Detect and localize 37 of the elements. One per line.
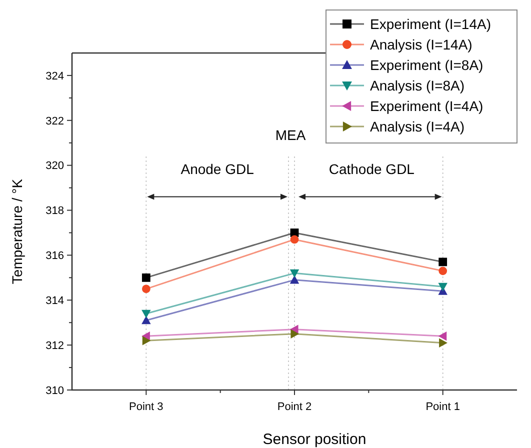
x-tick-label: Point 3: [129, 401, 164, 413]
point: [290, 324, 298, 334]
x-tick-label: Point 1: [426, 401, 460, 413]
y-tick-label: 320: [46, 160, 64, 172]
point: [290, 275, 300, 284]
x-tick-label: Point 2: [277, 401, 312, 413]
legend-label: Analysis (I=4A): [370, 118, 465, 134]
y-tick-label: 314: [46, 294, 64, 307]
annotation: Anode GDL: [180, 160, 254, 177]
y-axis-title: Temperature / °K: [9, 178, 25, 284]
point: [142, 310, 151, 318]
point: [142, 316, 151, 324]
annotation: MEA: [275, 127, 306, 144]
legend-label: Experiment (I=14A): [370, 16, 491, 32]
y-tick-label: 316: [46, 250, 64, 262]
point: [142, 273, 150, 282]
point: [142, 284, 150, 294]
point: [439, 338, 448, 348]
point: [290, 235, 299, 244]
point: [438, 331, 447, 341]
y-tick-label: 310: [46, 384, 64, 397]
y-tick-label: 318: [46, 205, 64, 218]
y-tick-label: 312: [46, 340, 64, 352]
x-axis-title: Sensor position: [262, 431, 366, 448]
point: [142, 336, 151, 346]
y-tick-label: 324: [46, 70, 64, 82]
legend-label: Analysis (I=8A): [370, 77, 465, 94]
legend-label: Experiment (I=4A): [370, 98, 484, 114]
legend-label: Analysis (I=14A): [370, 36, 472, 52]
legend-label: Experiment (I=8A): [370, 56, 484, 73]
point: [438, 258, 448, 266]
point: [438, 282, 448, 292]
point: [290, 269, 300, 278]
annotation: Cathode GDL: [328, 160, 415, 177]
point: [290, 329, 300, 338]
point: [438, 266, 448, 276]
y-tick-label: 322: [46, 115, 64, 128]
